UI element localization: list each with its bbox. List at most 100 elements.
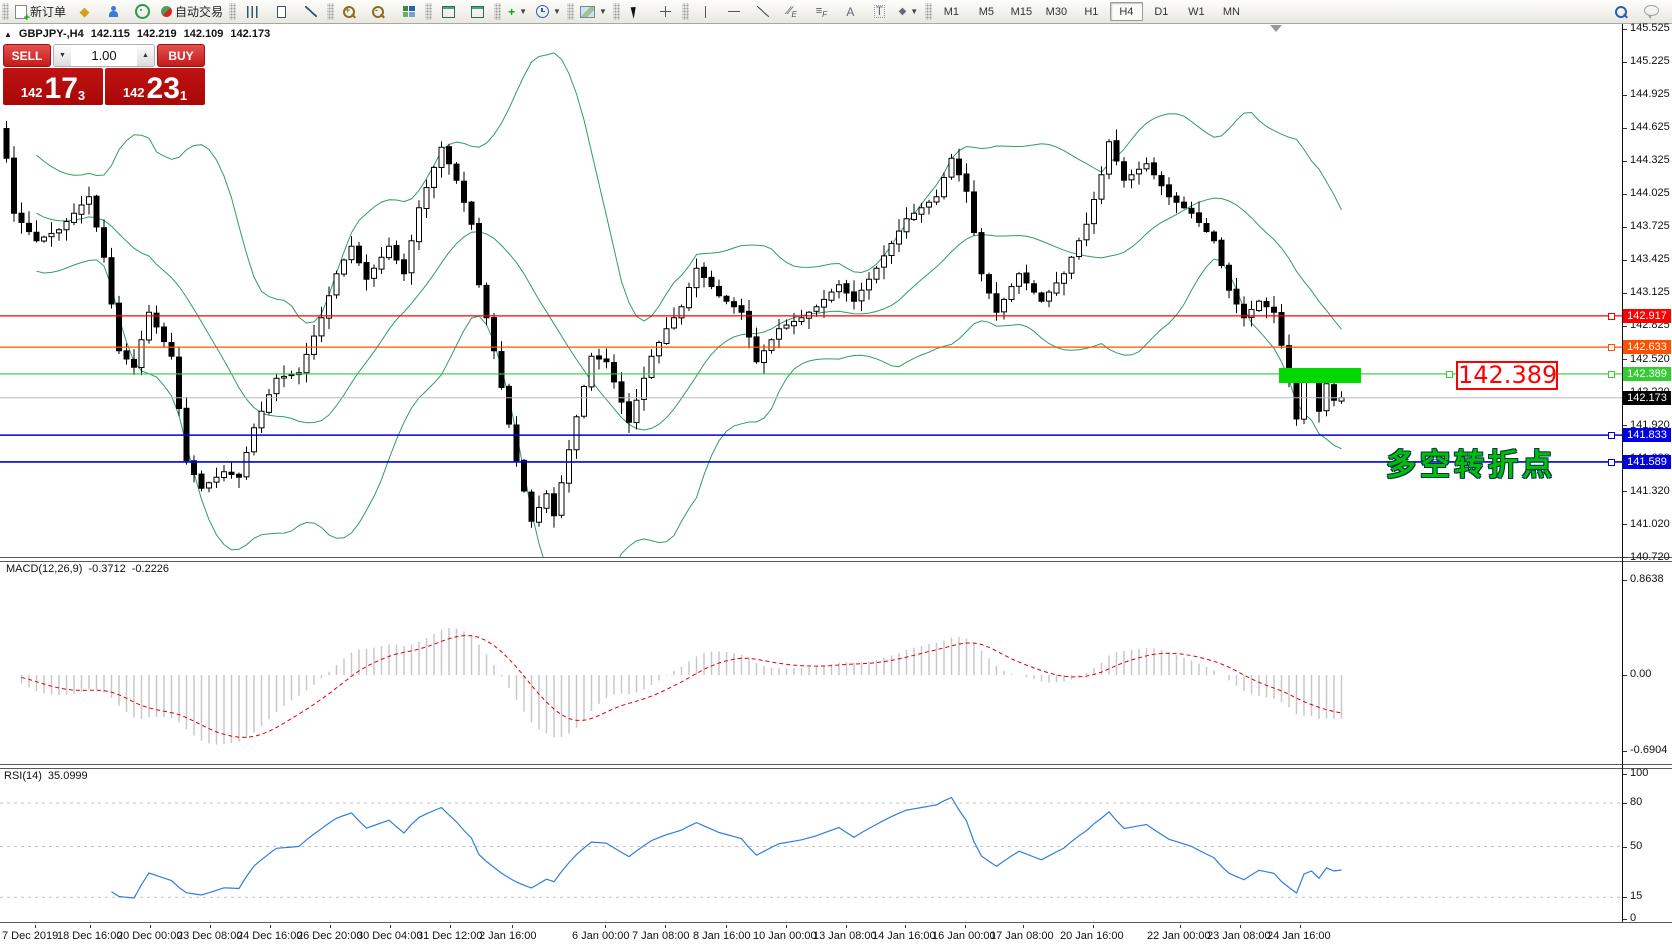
buy-price-panel[interactable]: 142 23 1 bbox=[105, 68, 205, 105]
time-axis-tick bbox=[1180, 925, 1181, 928]
collapse-panel-icon[interactable]: ▲ bbox=[4, 29, 12, 39]
time-axis-tick bbox=[1240, 925, 1241, 928]
horizontal-line-button[interactable] bbox=[721, 1, 748, 22]
macd-panel-canvas[interactable] bbox=[0, 560, 1622, 764]
volume-decrease-button[interactable]: ▼ bbox=[54, 45, 71, 66]
time-axis-label: 31 Dec 12:00 bbox=[417, 930, 483, 942]
timeframe-m1-button[interactable]: M1 bbox=[943, 5, 960, 18]
macd-scale-label: -0.6904 bbox=[1630, 743, 1668, 756]
time-axis-label: 6 Jan 00:00 bbox=[572, 930, 630, 942]
current-price-label: 142.173 bbox=[1623, 390, 1671, 405]
time-axis-tick bbox=[846, 925, 847, 928]
time-axis-label: 23 Dec 08:00 bbox=[177, 930, 243, 942]
time-axis-label: 10 Jan 00:00 bbox=[753, 930, 817, 942]
volume-increase-button[interactable]: ▲ bbox=[137, 45, 154, 66]
candlestick-chart-button[interactable] bbox=[268, 1, 295, 22]
time-axis-tick bbox=[1023, 925, 1024, 928]
autotrading-button[interactable]: 自动交易 bbox=[158, 1, 226, 22]
dropdown-arrow-icon: ▼ bbox=[598, 7, 607, 16]
toolbar-group-handle[interactable] bbox=[229, 3, 237, 20]
rsi-scale-tick bbox=[1623, 774, 1627, 775]
new-order-button[interactable]: 新订单 bbox=[12, 1, 69, 23]
arrange-windows-button[interactable] bbox=[435, 1, 462, 22]
sell-price-panel[interactable]: 142 17 3 bbox=[3, 68, 103, 105]
tile-windows-button[interactable] bbox=[395, 1, 422, 22]
line-anchor bbox=[1608, 370, 1615, 378]
timeframe-h4-button[interactable]: H4 bbox=[1109, 2, 1143, 21]
highlight-rectangle-object[interactable] bbox=[1279, 368, 1361, 383]
buy-price-base: 142 bbox=[122, 85, 145, 100]
price-scale-axis bbox=[1622, 24, 1623, 922]
panel-separator[interactable] bbox=[0, 557, 1672, 562]
ohlc-low: 142.109 bbox=[183, 28, 224, 40]
line-chart-button[interactable] bbox=[297, 1, 324, 22]
turning-point-annotation[interactable]: 多空转折点 bbox=[1386, 449, 1556, 482]
shapes-button[interactable]: ◆ ▼ bbox=[898, 6, 919, 17]
timeframe-d1-button[interactable]: D1 bbox=[1154, 5, 1169, 18]
fibonacci-button[interactable]: ≡F bbox=[815, 4, 828, 19]
time-axis-tick bbox=[150, 925, 151, 928]
buy-button[interactable]: BUY bbox=[157, 44, 205, 67]
toolbar-group-handle[interactable] bbox=[494, 3, 502, 20]
rsi-scale-label: 100 bbox=[1630, 767, 1649, 779]
market-button[interactable]: ◆ bbox=[79, 4, 90, 19]
template-button[interactable]: ▼ bbox=[577, 1, 610, 22]
rsi-panel-canvas[interactable] bbox=[0, 767, 1622, 922]
timeframe-m5-button[interactable]: M5 bbox=[978, 5, 995, 18]
chart-shift-marker[interactable] bbox=[1270, 25, 1282, 32]
time-axis-label: 17 Jan 08:00 bbox=[990, 930, 1054, 942]
time-axis-tick bbox=[512, 925, 513, 928]
crosshair-button[interactable] bbox=[652, 1, 679, 22]
price-chart-canvas[interactable] bbox=[0, 24, 1622, 558]
time-axis-tick bbox=[450, 925, 451, 928]
macd-scale-label: 0.00 bbox=[1630, 668, 1652, 680]
toolbar-group-handle[interactable] bbox=[2, 3, 9, 20]
timeframe-h1-button[interactable]: H1 bbox=[1084, 5, 1099, 18]
time-axis-label: 13 Jan 08:00 bbox=[813, 930, 877, 942]
price-callout-box[interactable]: 142.389 bbox=[1456, 361, 1558, 390]
text-button[interactable]: A bbox=[846, 4, 855, 19]
scale-tick-label: 141.920 bbox=[1630, 418, 1670, 431]
scale-tick-label: 144.325 bbox=[1630, 154, 1670, 166]
signals-button[interactable] bbox=[129, 1, 156, 22]
chat-button[interactable] bbox=[1638, 1, 1665, 22]
cascade-windows-button[interactable] bbox=[464, 1, 491, 22]
scale-tick-label: 143.125 bbox=[1630, 286, 1670, 298]
scale-tick-label: 141.320 bbox=[1630, 484, 1670, 497]
sell-button[interactable]: SELL bbox=[3, 44, 51, 67]
new-chart-button[interactable]: + ▼ bbox=[508, 4, 527, 19]
rsi-scale-label: 0 bbox=[1630, 912, 1637, 924]
dropdown-arrow-icon: ▼ bbox=[910, 7, 919, 16]
bar-chart-button[interactable] bbox=[239, 1, 266, 22]
cursor-button[interactable] bbox=[623, 1, 650, 22]
hline-price-label: 142.917 bbox=[1623, 308, 1671, 323]
toolbar-group-handle[interactable] bbox=[612, 3, 620, 20]
time-axis-label: 20 Dec 00:00 bbox=[117, 930, 183, 942]
community-button[interactable] bbox=[100, 1, 127, 22]
trendline-button[interactable] bbox=[750, 1, 777, 22]
time-axis-tick bbox=[726, 925, 727, 928]
toolbar-group-handle[interactable] bbox=[327, 3, 335, 20]
timeframe-mn-button[interactable]: MN bbox=[1222, 5, 1240, 18]
label-button[interactable]: T bbox=[873, 4, 886, 18]
volume-input[interactable] bbox=[71, 45, 137, 66]
zoom-in-button[interactable] bbox=[337, 1, 364, 22]
panel-separator[interactable] bbox=[0, 764, 1672, 769]
hline-price-label: 142.633 bbox=[1623, 340, 1671, 355]
zoom-out-button[interactable] bbox=[366, 1, 393, 22]
search-button[interactable] bbox=[1609, 1, 1636, 22]
vertical-line-button[interactable] bbox=[692, 1, 719, 22]
timeframe-m15-button[interactable]: M15 bbox=[1010, 5, 1033, 18]
scale-tick bbox=[1623, 524, 1627, 526]
timeframe-m30-button[interactable]: M30 bbox=[1045, 5, 1068, 18]
profiles-button[interactable]: ▼ bbox=[533, 1, 564, 22]
toolbar-group-handle[interactable] bbox=[566, 3, 574, 20]
time-axis-tick bbox=[905, 925, 906, 928]
sell-price-point: 3 bbox=[77, 88, 86, 103]
toolbar-group-handle[interactable] bbox=[681, 3, 689, 20]
channel-button[interactable]: ∕∕E bbox=[787, 4, 797, 19]
ohlc-close: 142.173 bbox=[230, 28, 271, 40]
one-click-trading-widget: SELL ▼ ▲ BUY 142 17 3 142 23 1 bbox=[3, 44, 205, 105]
toolbar-group-handle[interactable] bbox=[425, 3, 433, 20]
timeframe-w1-button[interactable]: W1 bbox=[1188, 5, 1205, 18]
